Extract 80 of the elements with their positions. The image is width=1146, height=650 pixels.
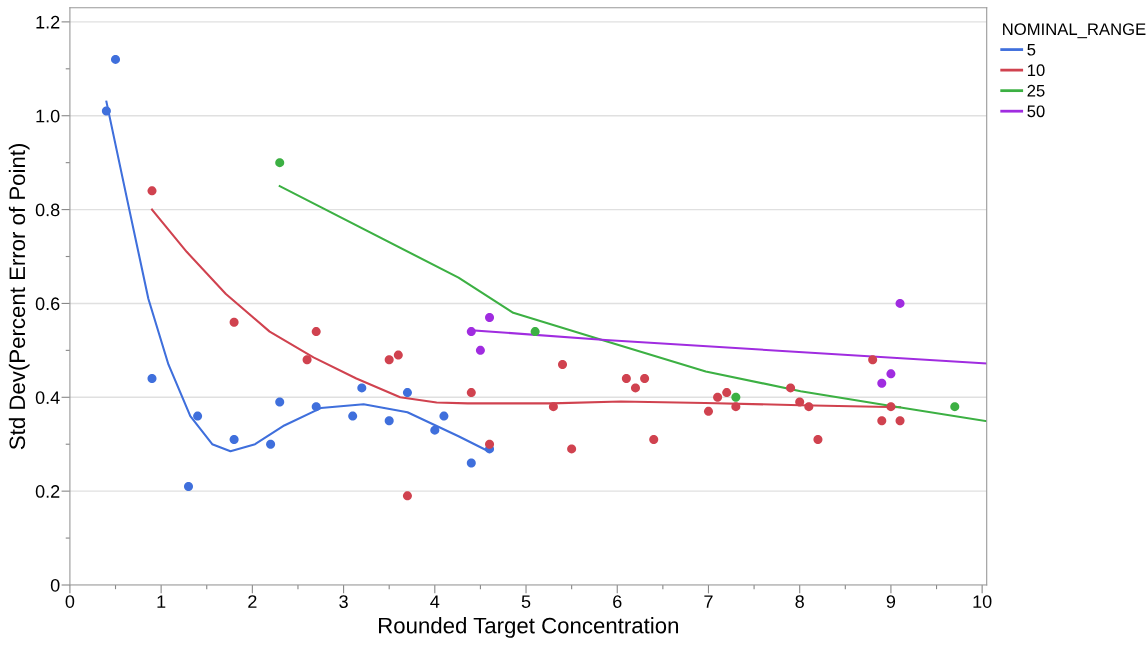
point bbox=[111, 54, 121, 64]
point bbox=[229, 317, 239, 327]
point bbox=[567, 444, 577, 454]
point bbox=[558, 359, 568, 369]
point bbox=[466, 388, 476, 398]
point bbox=[348, 411, 358, 421]
point bbox=[393, 350, 403, 360]
point bbox=[311, 327, 321, 337]
x-tick-label: 6 bbox=[613, 595, 622, 608]
point bbox=[466, 327, 476, 337]
point bbox=[475, 345, 485, 355]
point bbox=[703, 406, 713, 416]
point bbox=[147, 186, 157, 196]
x-tick-label: 5 bbox=[521, 595, 531, 608]
point bbox=[804, 402, 814, 412]
point bbox=[147, 374, 157, 384]
y-tick-label: 1.0 bbox=[36, 109, 60, 123]
point bbox=[548, 402, 558, 412]
point bbox=[795, 397, 805, 407]
point bbox=[402, 491, 412, 501]
legend-title: NOMINAL_RANGE bbox=[1003, 23, 1146, 39]
point bbox=[731, 392, 741, 402]
point bbox=[101, 106, 111, 116]
point bbox=[722, 388, 732, 398]
point bbox=[357, 383, 367, 393]
legend-label: 5 bbox=[1027, 43, 1036, 56]
point bbox=[466, 458, 476, 468]
point bbox=[485, 439, 495, 449]
point bbox=[630, 383, 640, 393]
point bbox=[813, 435, 823, 445]
x-axis-title: Rounded Target Concentration bbox=[379, 617, 679, 638]
x-tick-label: 2 bbox=[248, 595, 257, 608]
x-tick-label: 4 bbox=[430, 595, 440, 608]
legend-label: 10 bbox=[1027, 64, 1045, 77]
point bbox=[275, 397, 285, 407]
y-tick-label: 1.2 bbox=[36, 15, 60, 29]
point bbox=[229, 435, 239, 445]
point bbox=[384, 355, 394, 365]
point bbox=[886, 402, 896, 412]
point bbox=[877, 378, 887, 388]
point bbox=[950, 402, 960, 412]
point bbox=[402, 388, 412, 398]
point bbox=[621, 374, 631, 384]
point bbox=[895, 298, 905, 308]
y-tick-label: 0.2 bbox=[35, 485, 60, 498]
y-tick-label: 0.4 bbox=[35, 391, 60, 405]
line-series bbox=[278, 185, 987, 423]
point bbox=[311, 402, 321, 412]
point bbox=[895, 416, 905, 426]
y-tick-label: 0.6 bbox=[35, 297, 60, 311]
point bbox=[713, 392, 723, 402]
point bbox=[430, 425, 440, 435]
point bbox=[640, 374, 650, 384]
x-tick-label: 9 bbox=[886, 595, 896, 608]
x-tick-label: 10 bbox=[973, 595, 992, 608]
x-tick-label: 7 bbox=[704, 595, 713, 608]
point bbox=[275, 158, 285, 168]
point bbox=[193, 411, 203, 421]
point bbox=[184, 481, 193, 491]
point bbox=[868, 355, 878, 365]
point bbox=[530, 327, 540, 337]
point bbox=[877, 416, 887, 426]
point bbox=[731, 402, 741, 412]
x-tick-label: 8 bbox=[795, 595, 804, 608]
point bbox=[266, 439, 276, 449]
point bbox=[886, 369, 896, 379]
x-tick-label: 0 bbox=[65, 595, 75, 608]
legend-label: 50 bbox=[1027, 105, 1045, 118]
y-axis-title: Std Dev(Percent Error of Point) bbox=[8, 144, 30, 450]
x-tick-label: 3 bbox=[339, 595, 348, 608]
point bbox=[786, 383, 796, 393]
point bbox=[302, 355, 312, 365]
point bbox=[485, 313, 495, 323]
point bbox=[649, 435, 659, 445]
y-tick-label: 0 bbox=[50, 578, 60, 592]
legend-label: 25 bbox=[1027, 84, 1045, 97]
x-tick-label: 1 bbox=[157, 595, 166, 608]
point bbox=[439, 411, 449, 421]
y-tick-label: 0.8 bbox=[35, 203, 60, 217]
point bbox=[384, 416, 394, 426]
